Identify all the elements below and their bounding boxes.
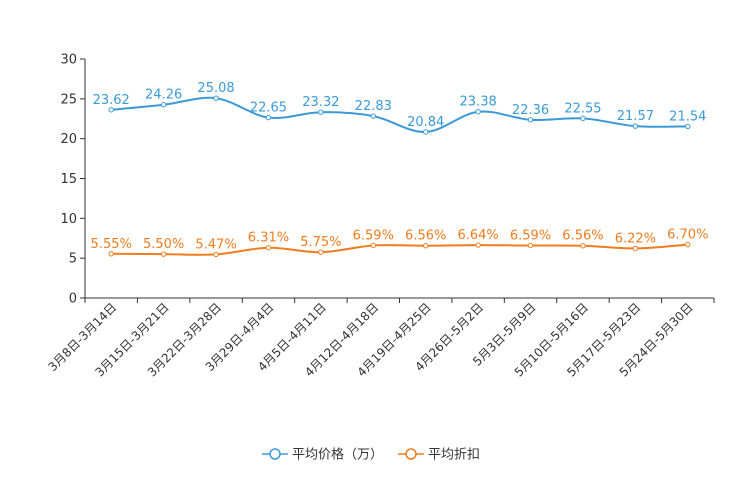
- data-label: 23.32: [302, 95, 339, 110]
- data-label: 24.26: [145, 88, 182, 103]
- data-point: [632, 123, 639, 129]
- data-point: [265, 114, 272, 121]
- data-label: 6.56%: [405, 229, 446, 244]
- legend-marker: [405, 448, 417, 460]
- data-label: 22.36: [512, 103, 549, 118]
- y-tick-label: 15: [60, 172, 77, 187]
- data-point: [527, 117, 534, 123]
- data-label: 25.08: [197, 81, 234, 96]
- data-point: [423, 243, 429, 249]
- data-point: [108, 251, 114, 257]
- data-point: [685, 241, 691, 248]
- y-tick-label: 30: [60, 53, 77, 68]
- data-point: [475, 109, 481, 115]
- y-tick-label: 10: [60, 212, 77, 227]
- data-point: [213, 251, 219, 258]
- data-label: 21.54: [669, 109, 706, 124]
- data-point: [318, 109, 324, 115]
- data-point: [160, 102, 167, 108]
- data-label: 20.84: [407, 115, 444, 130]
- data-point: [370, 242, 376, 249]
- data-label: 22.83: [355, 99, 392, 114]
- data-point: [580, 115, 586, 122]
- data-label: 5.47%: [195, 237, 236, 252]
- data-label: 22.55: [564, 101, 601, 116]
- data-label: 22.65: [250, 101, 287, 116]
- y-tick-label: 25: [60, 92, 77, 107]
- legend-label: 平均价格（万）: [292, 447, 383, 463]
- data-point: [580, 243, 586, 249]
- data-label: 6.70%: [667, 228, 708, 243]
- data-point: [213, 95, 219, 101]
- data-label: 23.38: [460, 95, 497, 110]
- data-label: 5.75%: [300, 235, 341, 250]
- data-point: [475, 242, 481, 248]
- y-tick-label: 0: [69, 292, 77, 307]
- series-line-1: [111, 243, 688, 256]
- data-label: 6.31%: [248, 231, 289, 246]
- data-label: 6.59%: [353, 228, 394, 243]
- data-point: [423, 129, 429, 135]
- data-label: 23.62: [93, 93, 130, 108]
- data-point: [632, 245, 639, 252]
- data-point: [108, 107, 114, 113]
- data-point: [685, 123, 691, 130]
- data-point: [527, 242, 534, 249]
- data-point: [370, 113, 376, 119]
- data-point: [160, 251, 167, 257]
- data-label: 5.55%: [91, 237, 132, 252]
- data-label: 6.22%: [615, 231, 656, 246]
- series-line-0: [111, 96, 688, 133]
- data-label: 6.56%: [562, 229, 603, 244]
- data-label: 5.50%: [143, 237, 184, 252]
- y-tick-label: 20: [60, 132, 77, 147]
- data-label: 6.64%: [457, 228, 498, 243]
- legend-marker: [269, 448, 281, 460]
- data-point: [318, 249, 324, 255]
- legend-label: 平均折扣: [428, 448, 480, 463]
- y-tick-label: 5: [69, 252, 77, 267]
- data-label: 21.57: [617, 109, 654, 124]
- data-point: [265, 245, 272, 251]
- data-label: 6.59%: [510, 228, 551, 243]
